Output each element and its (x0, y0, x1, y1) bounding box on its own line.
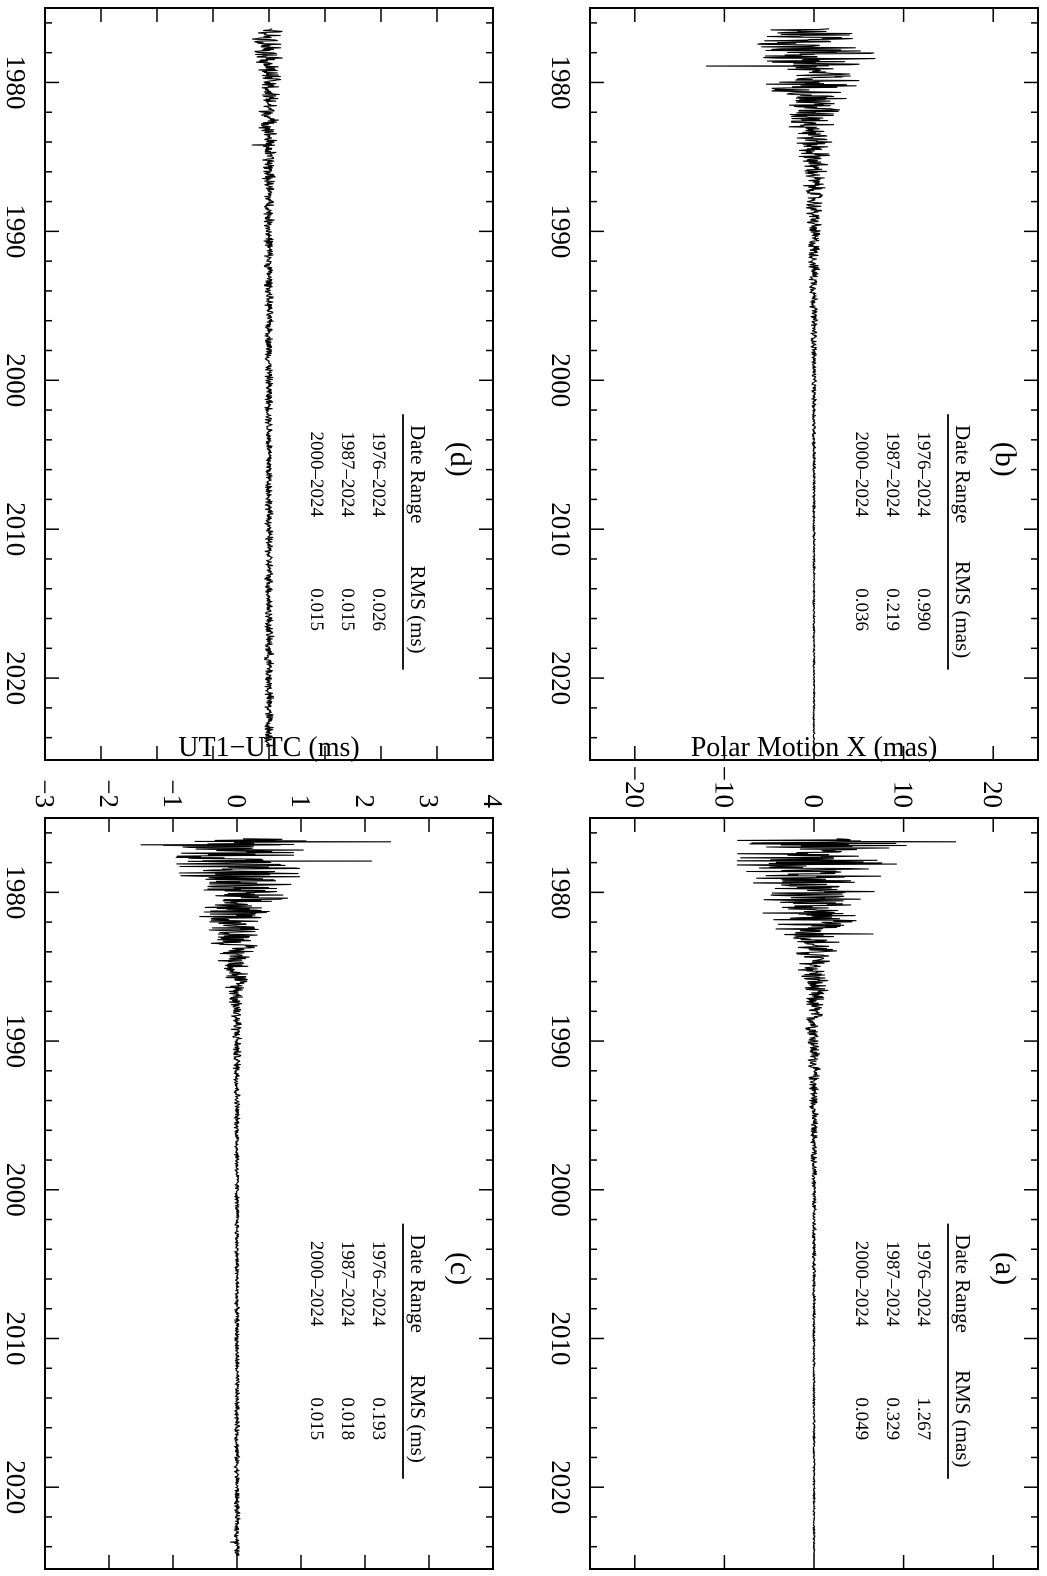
table-cell-range: 1987–2024 (337, 431, 358, 517)
table-cell-range: 2000–2024 (306, 1241, 327, 1327)
y-tick-label: 1 (286, 795, 316, 809)
x-tick-label: 2000 (1, 1163, 31, 1217)
x-tick-label: 2020 (546, 651, 576, 705)
x-tick-label: 2020 (1, 1460, 31, 1514)
plot-frame (44, 817, 494, 1570)
x-tick-label: 1990 (1, 204, 31, 258)
table-cell-range: 1987–2024 (882, 1241, 903, 1327)
table-header-rms: RMS (mas) (951, 1370, 975, 1467)
y-tick-label: −20 (620, 766, 650, 808)
y-tick-label: 0 (799, 795, 829, 809)
table-cell-rms: 0.049 (851, 1397, 872, 1440)
table-cell-range: 2000–2024 (851, 1241, 872, 1327)
x-tick-label: 2020 (1, 651, 31, 705)
x-tick-label: 2020 (546, 1460, 576, 1514)
panel-label: (b) (989, 442, 1022, 477)
x-tick-label: 1980 (1, 55, 31, 109)
x-tick-label: 2010 (546, 1311, 576, 1365)
y-tick-label: −3 (30, 779, 60, 808)
x-tick-label: 2000 (546, 1163, 576, 1217)
series-line (736, 838, 957, 1556)
table-cell-rms: 0.219 (882, 588, 903, 631)
y-tick-label: −2 (94, 779, 124, 808)
table-header-rms: RMS (ms) (406, 1375, 430, 1463)
x-tick-label: 2000 (1, 353, 31, 407)
table-header-rms: RMS (ms) (406, 566, 430, 654)
table-cell-rms: 0.036 (851, 588, 872, 631)
table-cell-range: 1976–2024 (368, 431, 389, 517)
table-cell-range: 1976–2024 (368, 1241, 389, 1327)
x-tick-label: 1980 (1, 865, 31, 919)
table-cell-rms: 0.026 (368, 588, 389, 631)
y-tick-label: −1 (158, 779, 188, 808)
x-tick-label: 1990 (1, 1014, 31, 1068)
panel-d: 19801990200020102020−2−1.5−1−0.500.511.5… (1, 7, 494, 761)
table-cell-range: 1987–2024 (882, 431, 903, 517)
table-cell-range: 2000–2024 (851, 431, 872, 517)
panel-label: (c) (444, 1252, 477, 1285)
x-tick-label: 2010 (1, 502, 31, 556)
table-cell-rms: 0.193 (368, 1397, 389, 1440)
table-cell-rms: 0.018 (337, 1397, 358, 1440)
y-tick-label: 20 (978, 781, 1008, 808)
y-tick-label: 3 (414, 795, 444, 809)
y-tick-label: 4 (478, 795, 508, 809)
table-cell-rms: 0.015 (306, 1397, 327, 1440)
table-cell-rms: 0.990 (913, 588, 934, 631)
x-tick-label: 1980 (546, 865, 576, 919)
table-cell-rms: 1.267 (913, 1397, 934, 1440)
table-header-date: Date Range (951, 1234, 975, 1333)
table-header-date: Date Range (951, 425, 975, 524)
table-cell-rms: 0.015 (337, 588, 358, 631)
table-cell-range: 1976–2024 (913, 431, 934, 517)
panel-label: (d) (444, 442, 477, 477)
x-tick-label: 1990 (546, 204, 576, 258)
table-header-rms: RMS (mas) (951, 561, 975, 658)
series-line (140, 838, 392, 1557)
table-cell-rms: 0.329 (882, 1397, 903, 1440)
table-header-date: Date Range (406, 1234, 430, 1333)
table-header-date: Date Range (406, 425, 430, 524)
x-tick-label: 1990 (546, 1014, 576, 1068)
table-cell-rms: 0.015 (306, 588, 327, 631)
table-cell-range: 2000–2024 (306, 431, 327, 517)
x-tick-label: 2010 (1, 1311, 31, 1365)
x-tick-label: 2000 (546, 353, 576, 407)
x-tick-label: 1980 (546, 55, 576, 109)
table-cell-range: 1976–2024 (913, 1241, 934, 1327)
y-tick-label: 10 (889, 781, 919, 808)
x-tick-label: 2010 (546, 502, 576, 556)
series-line (251, 28, 283, 748)
series-line (705, 28, 876, 747)
y-tick-label: 2 (350, 795, 380, 809)
y-tick-label: −10 (709, 766, 739, 808)
panel-label: (a) (989, 1252, 1022, 1285)
table-cell-range: 1987–2024 (337, 1241, 358, 1327)
y-tick-label: 0 (222, 795, 252, 809)
